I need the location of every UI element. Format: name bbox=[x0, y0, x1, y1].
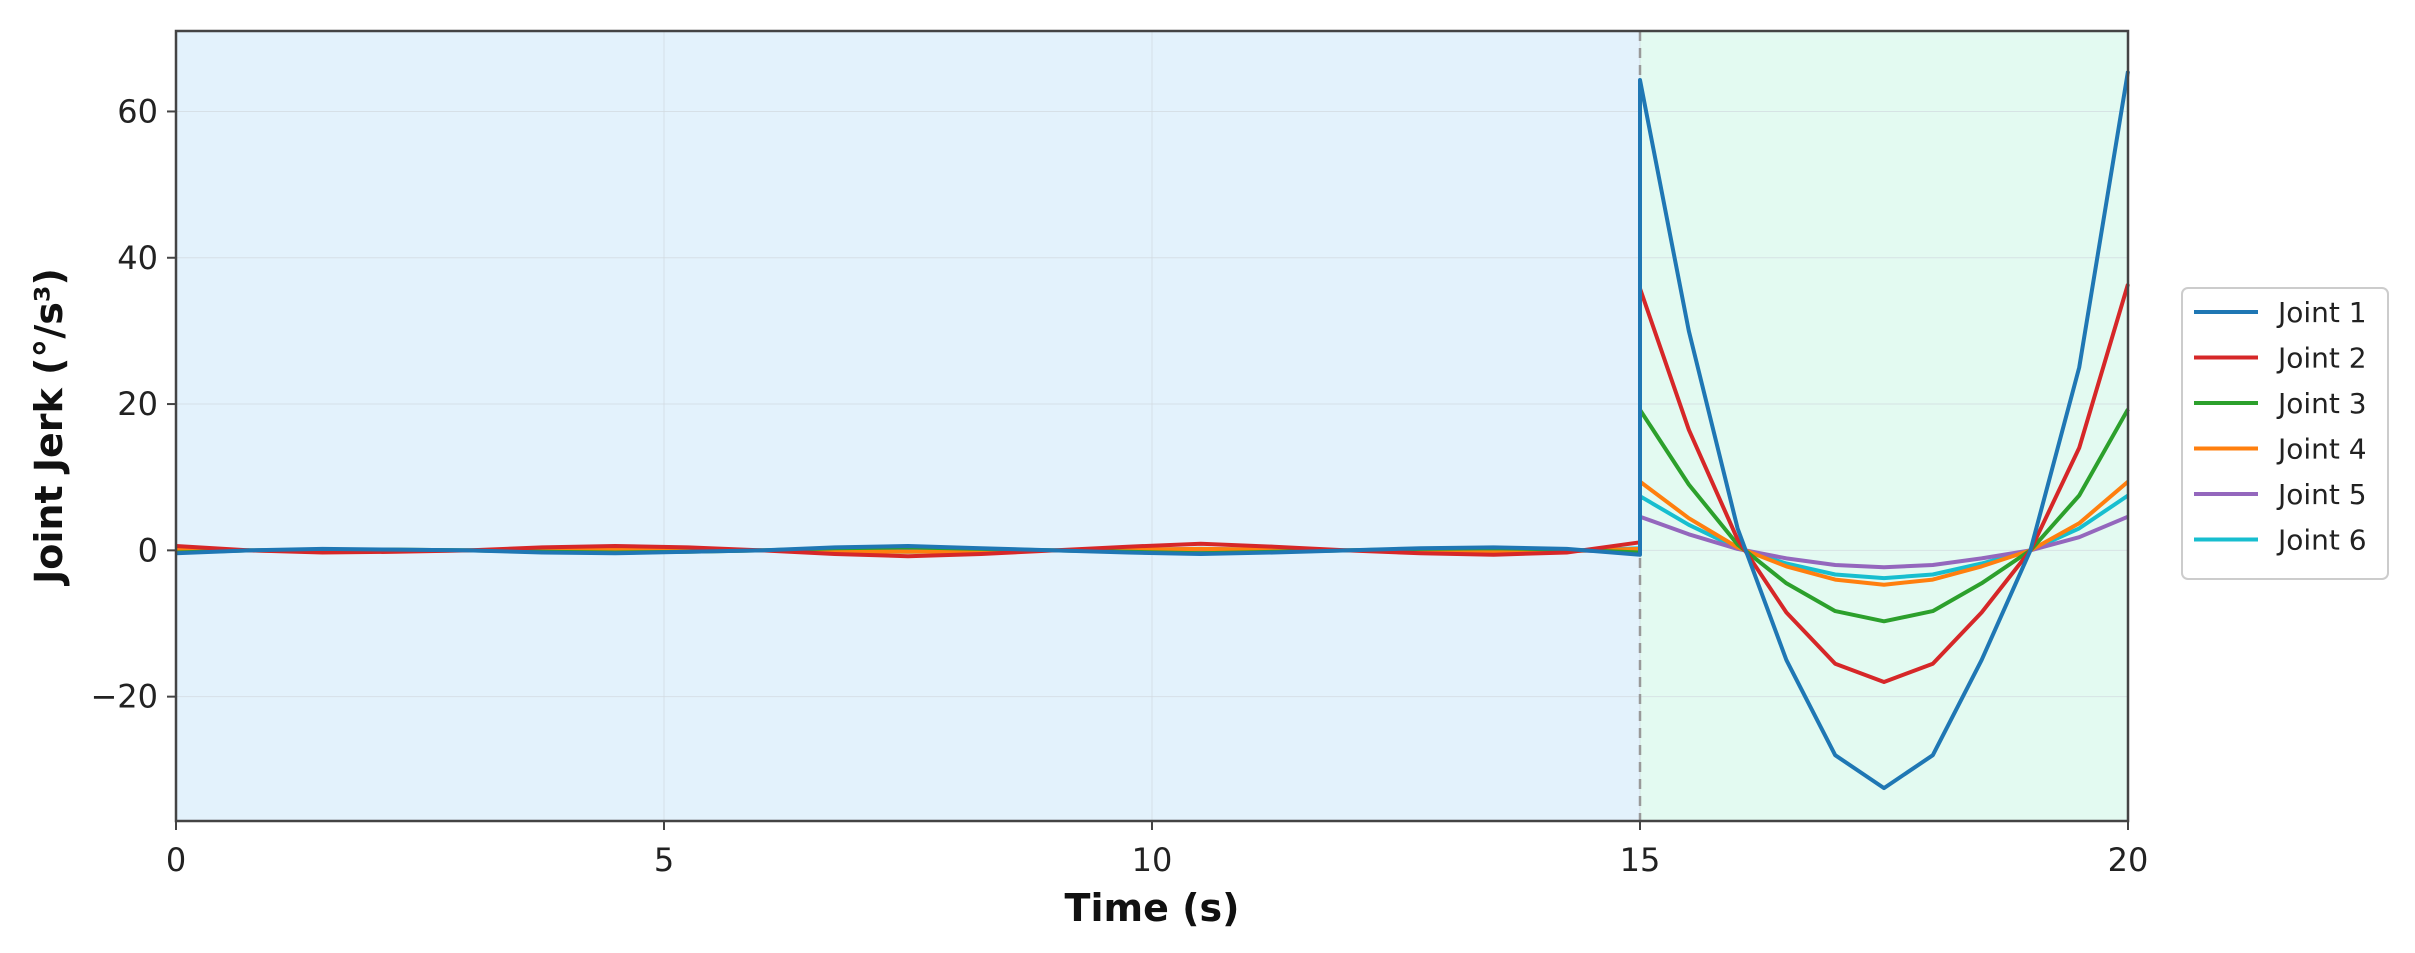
series-layer bbox=[175, 70, 2130, 791]
x-tick-label: 5 bbox=[654, 841, 674, 879]
y-tick-label: 60 bbox=[117, 92, 158, 130]
phase-region-2 bbox=[1640, 31, 2128, 821]
x-tick-label: 0 bbox=[166, 841, 186, 879]
legend-label-5: Joint 5 bbox=[2276, 478, 2367, 511]
legend-label-2: Joint 2 bbox=[2276, 342, 2367, 375]
x-axis-title: Time (s) bbox=[1065, 886, 1240, 930]
legend-label-3: Joint 3 bbox=[2276, 387, 2367, 420]
y-axis-title: Joint Jerk (°/s³) bbox=[27, 268, 71, 587]
x-tick-label: 20 bbox=[2108, 841, 2149, 879]
legend-label-6: Joint 6 bbox=[2276, 524, 2367, 557]
plot-background bbox=[176, 31, 2128, 821]
series-line-joint-1 bbox=[175, 70, 2130, 791]
y-tick-label: 0 bbox=[138, 531, 158, 569]
legend: Joint 1 Joint 2 Joint 3 Joint 4 Joint 5 Joint… bbox=[2181, 287, 2389, 580]
y-tick-label: 40 bbox=[117, 239, 158, 277]
phase-region-1 bbox=[176, 31, 1640, 821]
x-tick-label: 15 bbox=[1620, 841, 1661, 879]
y-axis-ticks: −20 0 20 40 60 bbox=[90, 92, 176, 716]
legend-label-1: Joint 1 bbox=[2276, 296, 2367, 329]
legend-label-4: Joint 4 bbox=[2276, 433, 2367, 466]
series-line-joint-2 bbox=[175, 283, 2130, 684]
legend-box bbox=[2181, 287, 2389, 580]
y-tick-label: 20 bbox=[117, 385, 158, 423]
x-axis-ticks: 0 5 10 15 20 bbox=[166, 821, 2149, 879]
x-tick-label: 10 bbox=[1132, 841, 1173, 879]
y-tick-label: −20 bbox=[90, 678, 158, 716]
